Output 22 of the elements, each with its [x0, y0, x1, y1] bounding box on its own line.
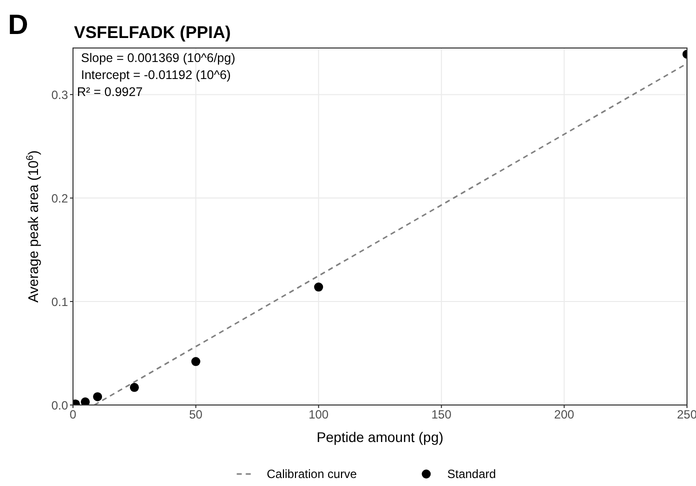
annotation: Slope = 0.001369 (10^6/pg): [81, 51, 236, 65]
point: [80, 397, 90, 405]
x-tick-label: 50: [189, 408, 203, 422]
y-tick-label: 0.2: [51, 191, 68, 206]
point: [314, 282, 324, 292]
y-tick-label: 0.3: [51, 88, 68, 102]
text: D: [8, 9, 28, 40]
legend-label: Calibration curve: [266, 467, 358, 481]
y-tick-label: 0.0: [51, 398, 68, 412]
point: [191, 357, 200, 366]
x-axis-title: Peptide amount (pg): [316, 429, 444, 445]
point: [93, 392, 102, 402]
point: [130, 382, 139, 392]
x-tick-label: 0: [70, 408, 77, 422]
x-tick-label: 200: [554, 408, 575, 422]
x-tick-label: 150: [431, 408, 452, 422]
x-tick-label: 100: [308, 408, 329, 422]
y-tick-label: 0.1: [51, 294, 68, 309]
annotation: Intercept = -0.01192 (10^6): [81, 68, 231, 82]
chart-title: VSFELFADK (PPIA): [74, 23, 231, 42]
annotation: R² = 0.9927: [77, 85, 143, 99]
legend-label: Standard: [447, 467, 496, 481]
